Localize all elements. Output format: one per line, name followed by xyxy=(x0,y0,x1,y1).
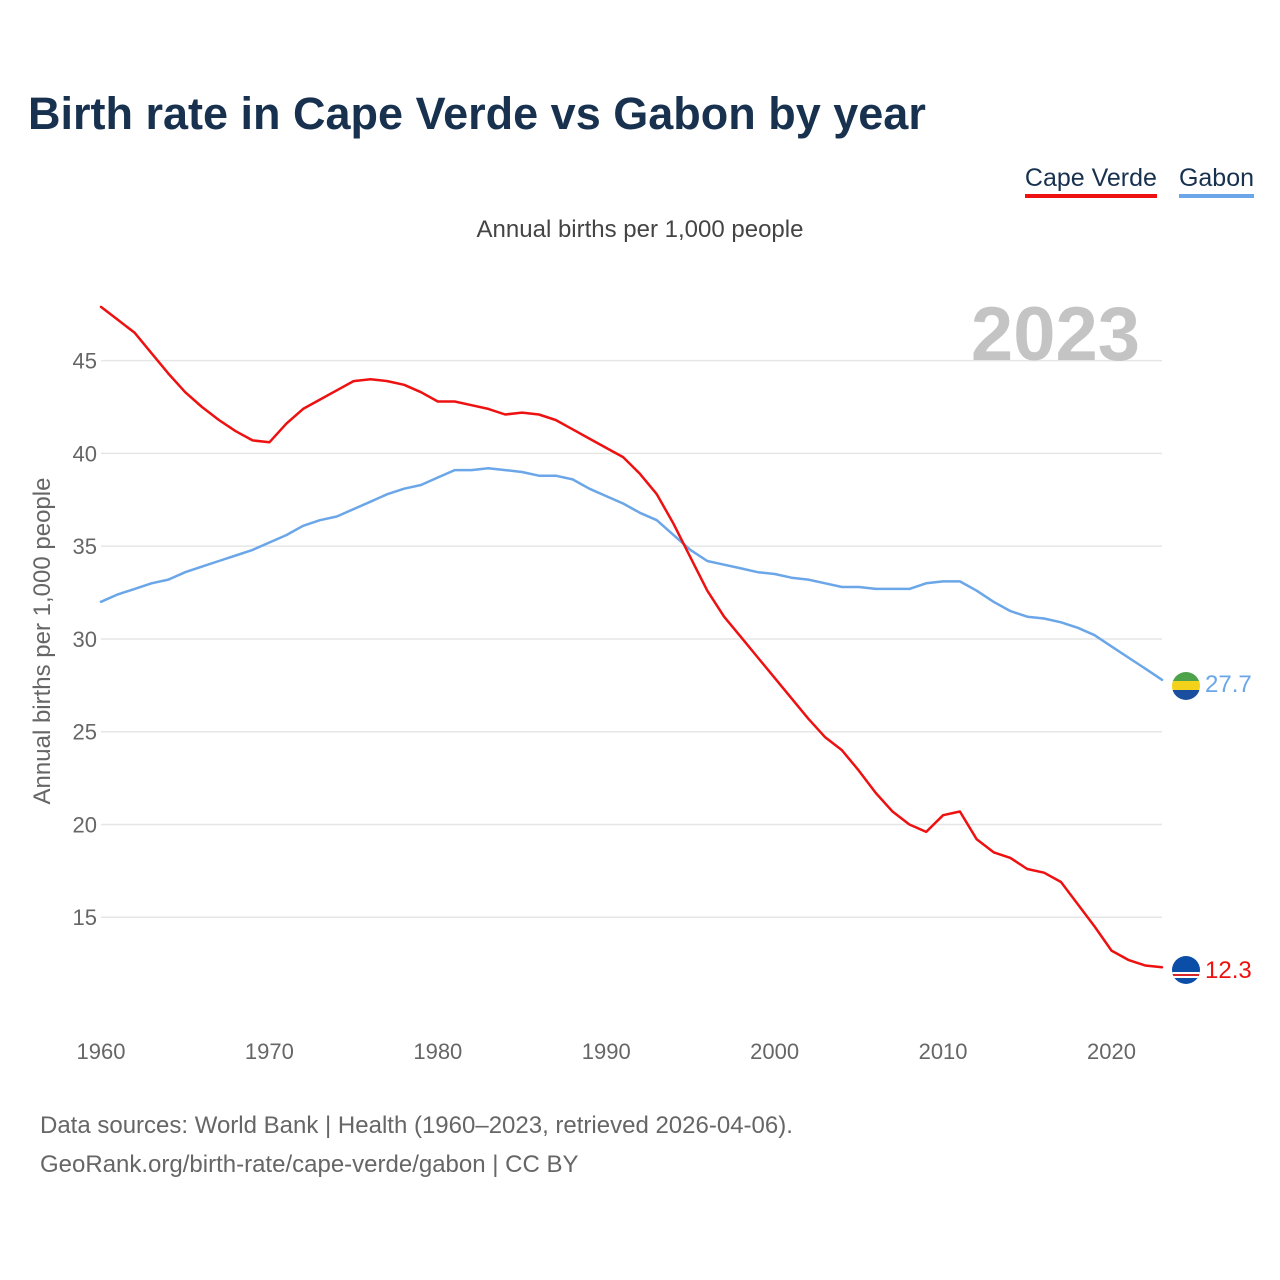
footer: Data sources: World Bank | Health (1960–… xyxy=(40,1106,793,1184)
x-tick-label: 2010 xyxy=(919,1039,968,1064)
legend-item-gabon[interactable]: Gabon xyxy=(1178,164,1254,198)
data-source-note: Data sources: World Bank | Health (1960–… xyxy=(40,1112,793,1139)
y-tick-label: 40 xyxy=(73,441,97,466)
y-axis-ticks: 15 20 25 30 35 40 45 xyxy=(73,349,97,931)
x-tick-label: 1980 xyxy=(413,1039,462,1064)
x-tick-label: 1970 xyxy=(245,1039,294,1064)
y-tick-label: 35 xyxy=(73,534,97,559)
y-tick-label: 20 xyxy=(73,812,97,837)
gridlines xyxy=(101,359,1162,918)
x-tick-label: 1990 xyxy=(582,1039,631,1064)
gabon-flag-icon xyxy=(1172,672,1200,700)
source-url-credit: GeoRank.org/birth-rate/cape-verde/gabon … xyxy=(40,1151,579,1178)
series-line-gabon xyxy=(99,467,1164,682)
legend: Cape Verde Gabon xyxy=(1024,164,1254,198)
y-tick-label: 30 xyxy=(73,627,97,652)
y-tick-label: 25 xyxy=(73,720,97,745)
y-axis-label: Annual births per 1,000 people xyxy=(29,478,56,805)
gabon-end-value-label: 27.7 xyxy=(1205,671,1252,698)
x-axis-ticks: 1960 1970 1980 1990 2000 2010 2020 xyxy=(77,1039,1136,1064)
legend-item-cape-verde[interactable]: Cape Verde xyxy=(1024,164,1157,198)
year-watermark: 2023 xyxy=(971,292,1140,377)
cape-verde-end-value-label: 12.3 xyxy=(1205,957,1252,984)
chart-title: Birth rate in Cape Verde vs Gabon by yea… xyxy=(28,88,926,139)
cape-verde-flag-icon xyxy=(1172,956,1200,984)
series-line-cape-verde xyxy=(99,305,1164,969)
y-tick-label: 15 xyxy=(73,905,97,930)
x-tick-label: 2000 xyxy=(750,1039,799,1064)
chart-subtitle: Annual births per 1,000 people xyxy=(476,216,804,243)
y-tick-label: 45 xyxy=(73,349,97,374)
x-tick-label: 1960 xyxy=(77,1039,126,1064)
x-tick-label: 2020 xyxy=(1087,1039,1136,1064)
series-lines xyxy=(99,305,1164,969)
